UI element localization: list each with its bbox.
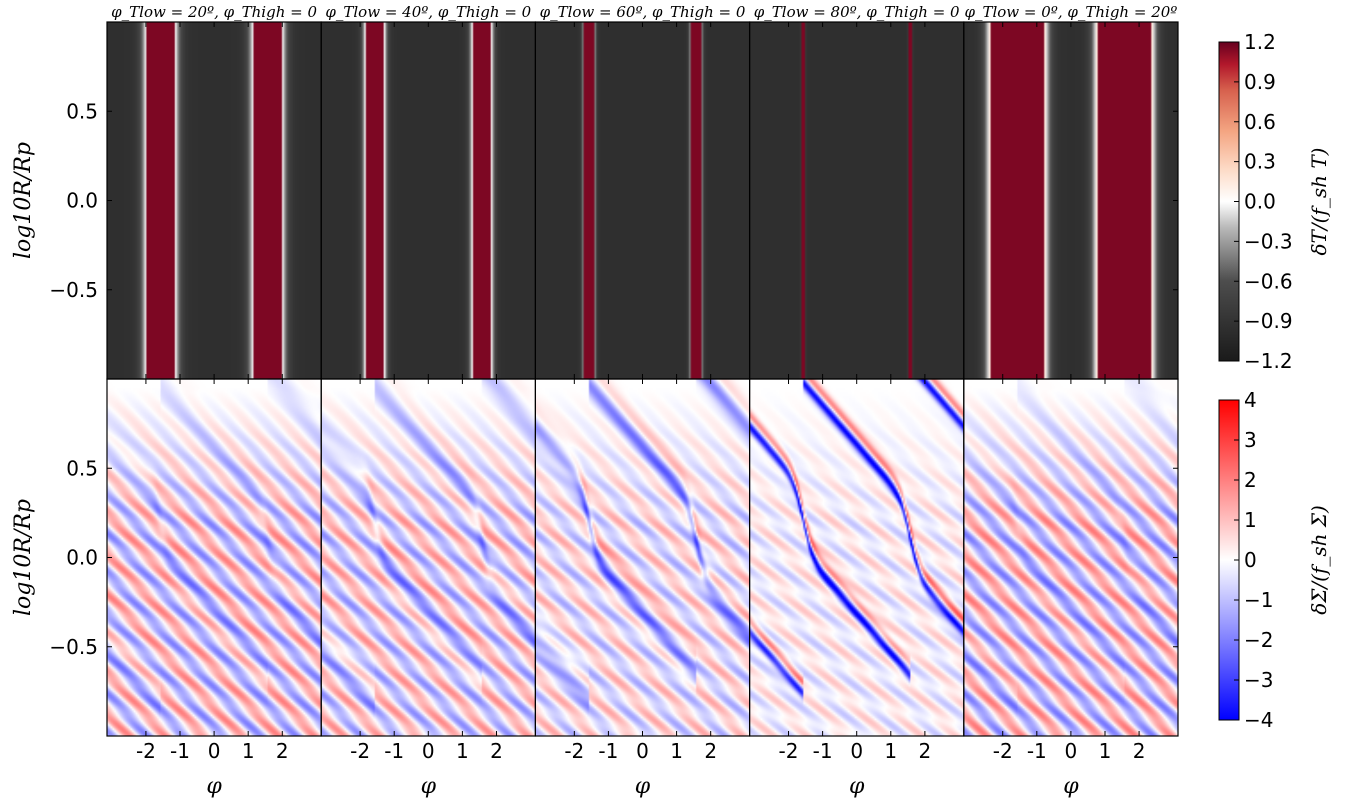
x-tick-label: 0 [422,739,435,763]
temperature-colorbar-tick-label: −0.9 [1244,309,1293,333]
temperature-panel-3 [535,22,750,379]
x-axis-label: φ [849,774,865,799]
density-panel-3 [535,379,750,736]
density-panel-5 [963,379,1178,736]
x-tick-label: 0 [636,739,649,763]
x-tick-label: -1 [813,739,833,763]
x-tick-label: -1 [170,739,190,763]
y-tick-label: −0.5 [49,278,98,302]
x-tick-label: -2 [993,739,1013,763]
panel-title-3: φ_Tlow = 60º, φ_Thigh = 0 [540,3,746,21]
temperature-panel-5 [963,22,1178,379]
x-tick-label: 1 [670,739,683,763]
x-tick-label: -1 [384,739,404,763]
x-tick-label: -1 [598,739,618,763]
y-axis-label: log10R/Rp [11,142,36,259]
x-tick-label: 1 [456,739,469,763]
y-axis-label: log10R/Rp [11,499,36,616]
temperature-colorbar-tick-label: 0.6 [1244,110,1276,134]
x-tick-label: 0 [208,739,221,763]
x-axis-label: φ [635,774,651,799]
density-colorbar-tick-label: 2 [1244,468,1257,492]
temperature-colorbar-tick-label: 0.3 [1244,150,1276,174]
x-tick-label: 2 [490,739,503,763]
x-tick-label: 2 [276,739,289,763]
y-tick-label: 0.0 [66,546,98,570]
density-colorbar-tick-label: −3 [1244,668,1273,692]
x-axis-label: φ [1063,774,1079,799]
temperature-colorbar-label: δT/(f_sh T) [1307,148,1331,256]
y-tick-label: 0.5 [66,99,98,123]
density-panel-2 [321,379,536,736]
density-colorbar-tick-label: 0 [1244,548,1257,572]
temperature-panel-4 [749,22,964,379]
x-tick-label: 2 [1133,739,1146,763]
temperature-panel-2 [321,22,536,379]
temperature-colorbar-tick-label: −0.3 [1244,229,1293,253]
x-tick-label: 0 [850,739,863,763]
temperature-colorbar-tick-label: 1.2 [1244,30,1276,54]
x-tick-label: -1 [1027,739,1047,763]
x-tick-label: -2 [350,739,370,763]
y-tick-label: 0.5 [66,456,98,480]
x-axis-label: φ [206,774,222,799]
density-colorbar-tick-label: 1 [1244,508,1257,532]
panel-title-4: φ_Tlow = 80º, φ_Thigh = 0 [754,3,960,21]
panel-title-1: φ_Tlow = 20º, φ_Thigh = 0 [111,3,317,21]
x-tick-label: 0 [1065,739,1078,763]
density-colorbar-tick-label: 4 [1244,388,1257,412]
x-tick-label: -2 [779,739,799,763]
x-tick-label: 1 [884,739,897,763]
x-tick-label: 1 [242,739,255,763]
density-colorbar-tick-label: −1 [1244,588,1273,612]
panel-title-5: φ_Tlow = 0º, φ_Thigh = 20º [964,3,1177,21]
x-tick-label: 1 [1099,739,1112,763]
density-colorbar-tick-label: 3 [1244,428,1257,452]
density-panel-1 [107,379,322,736]
y-tick-label: −0.5 [49,635,98,659]
temperature-panel-1 [107,22,322,379]
temperature-colorbar-tick-label: 0.0 [1244,190,1276,214]
x-tick-label: -2 [564,739,584,763]
x-axis-label: φ [421,774,437,799]
x-tick-label: -2 [136,739,156,763]
x-tick-label: 2 [919,739,932,763]
panel-title-2: φ_Tlow = 40º, φ_Thigh = 0 [325,3,531,21]
x-tick-label: 2 [704,739,717,763]
density-panel-4 [749,379,964,736]
y-tick-label: 0.0 [66,189,98,213]
temperature-colorbar-tick-label: −0.6 [1244,269,1293,293]
temperature-colorbar-tick-label: −1.2 [1244,349,1293,373]
density-colorbar-label: δΣ/(f_sh Σ) [1307,505,1331,615]
density-colorbar-tick-label: −2 [1244,628,1273,652]
density-colorbar-tick-label: −4 [1244,708,1273,732]
temperature-colorbar-tick-label: 0.9 [1244,70,1276,94]
